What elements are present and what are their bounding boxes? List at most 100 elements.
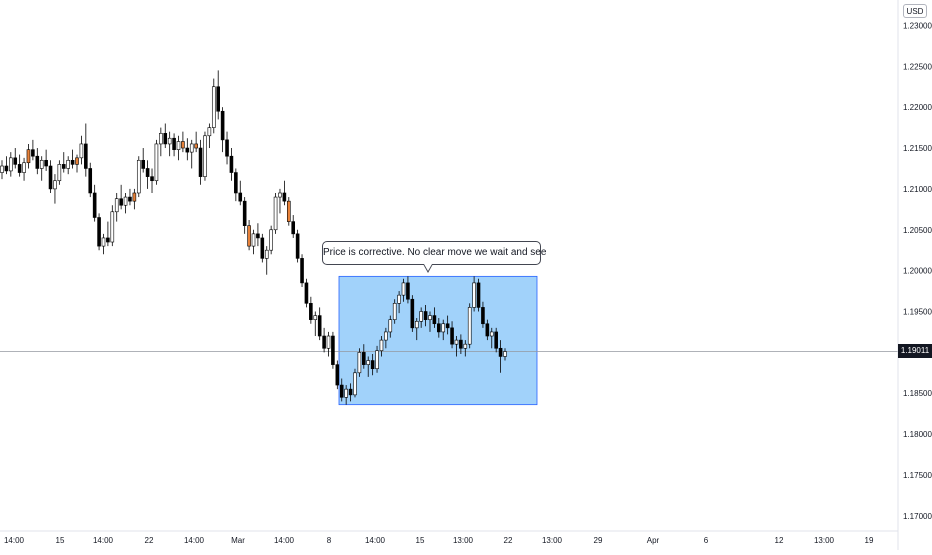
- candle: [419, 307, 423, 328]
- candle: [335, 360, 340, 390]
- candle-body: [189, 143, 194, 153]
- candle: [476, 278, 481, 312]
- candle: [53, 174, 57, 204]
- annotation-callout[interactable]: Price is corrective. No clear move we wa…: [322, 241, 546, 265]
- candle: [313, 311, 318, 337]
- candle: [128, 188, 132, 206]
- candle: [0, 160, 4, 180]
- candle: [185, 138, 190, 161]
- candle-body: [278, 192, 282, 198]
- candle: [251, 229, 256, 255]
- candle-body: [238, 192, 243, 202]
- candle-body: [79, 143, 84, 159]
- candle-body: [114, 198, 119, 213]
- candle: [229, 148, 234, 181]
- price-tick-label: 1.22000: [903, 103, 932, 112]
- currency-badge[interactable]: USD: [903, 4, 927, 18]
- candle-body: [375, 350, 379, 370]
- candle: [167, 131, 172, 157]
- candle: [406, 276, 410, 304]
- candle-body: [110, 211, 115, 243]
- time-tick-label: 29: [594, 536, 603, 545]
- candle-body: [379, 339, 384, 352]
- candle-body: [123, 196, 128, 206]
- candle-body: [428, 315, 432, 320]
- candle-body: [66, 159, 70, 169]
- time-tick-label: 8: [327, 536, 332, 545]
- candle-body: [251, 233, 256, 247]
- price-tick-label: 1.20500: [903, 226, 932, 235]
- candle-body: [44, 159, 48, 167]
- candle-body: [397, 294, 401, 304]
- price-tick-label: 1.21500: [903, 144, 932, 153]
- candle: [256, 223, 260, 247]
- candle-body: [264, 249, 269, 259]
- candle-body: [481, 307, 485, 325]
- candle: [384, 327, 388, 349]
- candle-body: [92, 192, 97, 218]
- candle-body: [485, 323, 490, 337]
- candle: [441, 319, 446, 341]
- price-tick-label: 1.17500: [903, 471, 932, 480]
- candle-body: [384, 331, 388, 341]
- candle-body: [494, 331, 498, 349]
- candle: [35, 148, 40, 175]
- candle-body: [353, 372, 357, 396]
- time-axis[interactable]: 14:00 15 14:00 22 14:00 Mar 14:00 8 14:00 15 13:00…: [4, 536, 874, 545]
- candle: [322, 327, 326, 353]
- candle-body: [211, 86, 216, 128]
- candle-body: [141, 159, 145, 169]
- candle-body: [309, 303, 313, 320]
- candle-body: [450, 327, 454, 345]
- candle: [362, 344, 366, 369]
- candle: [141, 148, 145, 173]
- candle-body: [39, 159, 44, 169]
- candle: [304, 278, 309, 308]
- candle-body: [362, 352, 366, 365]
- candle-body: [472, 282, 476, 308]
- candle-body: [300, 258, 304, 284]
- candle: [136, 156, 141, 198]
- candle: [70, 149, 75, 169]
- candle: [44, 149, 48, 171]
- candle-body: [454, 339, 459, 345]
- candle-body: [441, 323, 446, 333]
- candle-body: [282, 192, 287, 202]
- candle: [172, 133, 176, 157]
- price-tick-label: 1.21000: [903, 185, 932, 194]
- candle-body: [423, 311, 428, 320]
- candle: [428, 311, 432, 332]
- candle-body: [295, 233, 300, 259]
- candle-body: [101, 237, 106, 247]
- candle-body: [459, 339, 463, 349]
- time-tick-label: 15: [56, 536, 65, 545]
- candle-body: [256, 233, 260, 239]
- time-tick-label: 14:00: [365, 536, 386, 545]
- candle: [410, 295, 415, 332]
- range-box[interactable]: [338, 275, 538, 406]
- candle-body: [247, 225, 251, 247]
- candle: [375, 345, 379, 373]
- candle-body: [0, 165, 4, 173]
- candle-body: [225, 139, 229, 157]
- candle-body: [4, 165, 9, 172]
- candle-body: [489, 331, 494, 337]
- candle: [106, 221, 110, 247]
- candle: [150, 168, 154, 193]
- candle: [22, 157, 26, 181]
- candle: [269, 225, 273, 255]
- candle-body: [304, 282, 309, 304]
- candle: [260, 233, 265, 263]
- time-tick-label: 14:00: [4, 536, 25, 545]
- candle-body: [410, 298, 415, 329]
- candle-body: [207, 127, 212, 137]
- candle-body: [128, 196, 132, 202]
- current-price-tag: 1.19011: [898, 344, 932, 359]
- price-tick-label: 1.18500: [903, 389, 932, 398]
- candle: [163, 123, 168, 149]
- candle: [317, 307, 322, 341]
- price-axis[interactable]: 1.23000 1.22500 1.22000 1.21500 1.21000 1.205…: [903, 21, 932, 520]
- candle-body: [388, 319, 393, 333]
